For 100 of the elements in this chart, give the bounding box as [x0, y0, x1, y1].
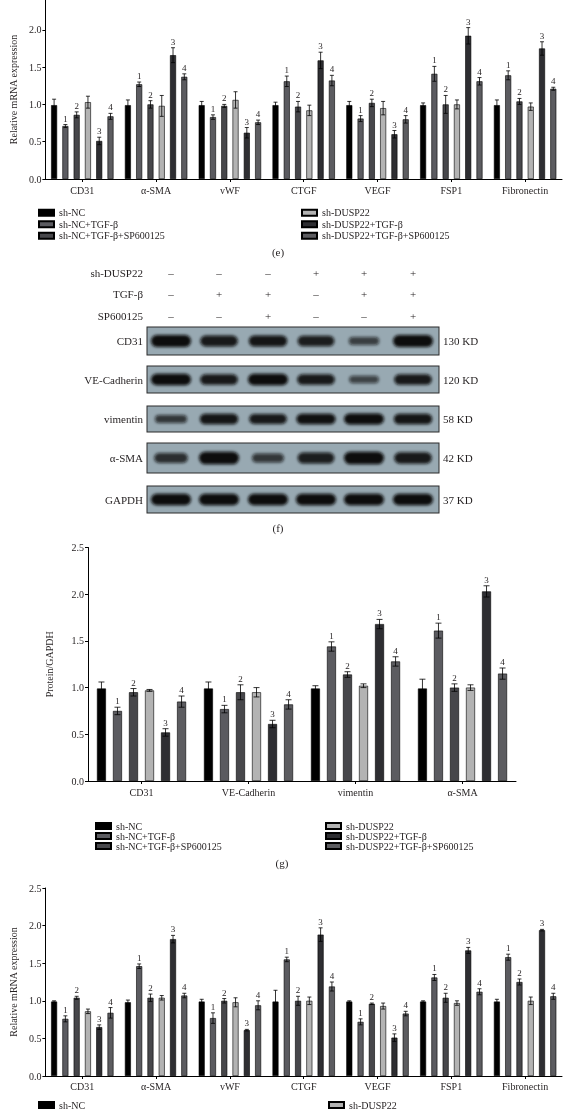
annotation: 2 — [345, 660, 350, 671]
category-label: 58 KD — [443, 413, 473, 425]
annotation: 3 — [465, 16, 471, 27]
text: + — [360, 288, 368, 300]
annotation: 1 — [505, 59, 511, 70]
legend-label: sh-NC+TGF-β — [59, 218, 119, 230]
x-tick-label: α-SMA — [140, 1080, 172, 1092]
annotation: 1 — [436, 612, 441, 623]
annotation: 3 — [170, 924, 176, 935]
annotation: 2 — [443, 84, 448, 95]
legend-label: sh-NC — [116, 820, 143, 832]
x-tick-label: α-SMA — [447, 786, 479, 798]
text: – — [216, 266, 222, 279]
annotation: 1 — [210, 1001, 216, 1012]
annotation: 4 — [255, 109, 261, 120]
annotation: 1 — [63, 113, 68, 124]
y-tick-label: 0.0 — [28, 173, 42, 185]
x-tick-label: CD31 — [70, 1080, 95, 1092]
x-tick-label: VEGF — [364, 184, 391, 196]
y-tick-label: 1.0 — [28, 995, 42, 1007]
annotation: 1 — [115, 696, 120, 707]
annotation: 4 — [329, 64, 335, 75]
text: + — [264, 288, 272, 300]
annotation: 3 — [539, 918, 545, 929]
annotation: 2 — [74, 985, 79, 996]
annotation: 3 — [392, 1022, 398, 1033]
category-label: CD31 — [116, 335, 143, 347]
annotation: 3 — [244, 116, 250, 127]
text: – — [168, 266, 174, 279]
text: (e) — [271, 246, 285, 259]
legend-label: sh-NC+TGF-β+SP600125 — [59, 230, 165, 242]
text: – — [216, 310, 222, 322]
annotation: 4 — [286, 688, 292, 699]
y-tick-label: 1.5 — [28, 957, 42, 969]
annotation: 3 — [170, 36, 176, 47]
annotation: 2 — [222, 987, 227, 998]
x-tick-label: VE-Cadherin — [221, 786, 276, 798]
annotation: 3 — [377, 608, 383, 619]
annotation: 3 — [484, 574, 490, 585]
annotation: 2 — [131, 677, 136, 688]
legend-label: sh-NC+TGF-β+SP600125 — [116, 840, 222, 852]
text: – — [313, 310, 319, 322]
x-tick-label: FSP1 — [440, 184, 463, 196]
annotation: 1 — [505, 943, 511, 954]
annotation: 3 — [96, 126, 102, 137]
legend-label: sh-DUSP22+TGF-β — [346, 830, 427, 842]
annotation: 4 — [108, 996, 114, 1007]
legend-label: sh-NC — [59, 1099, 86, 1109]
annotation: 2 — [295, 90, 301, 101]
annotation: 4 — [477, 66, 483, 77]
x-tick-label: CD31 — [129, 786, 154, 798]
annotation: 1 — [358, 104, 363, 115]
annotation: 3 — [465, 936, 471, 947]
annotation: 3 — [96, 1013, 102, 1024]
text: + — [312, 266, 320, 279]
text: – — [313, 288, 319, 300]
text: (g) — [275, 857, 289, 870]
annotation: 4 — [179, 685, 185, 696]
y-tick-label: 2.0 — [71, 588, 84, 600]
annotation: 2 — [148, 89, 153, 100]
text: + — [360, 266, 368, 279]
category-label: 130 KD — [443, 335, 479, 347]
category-label: 120 KD — [443, 373, 479, 386]
category-label: 37 KD — [443, 493, 473, 506]
y-tick-label: 0.5 — [28, 136, 42, 148]
text: – — [265, 266, 271, 279]
annotation: 4 — [551, 982, 557, 993]
annotation: 4 — [393, 645, 399, 656]
annotation: 1 — [432, 963, 437, 974]
text: + — [215, 288, 223, 300]
x-tick-label: vWF — [219, 184, 241, 196]
y-axis-title: Relative mRNA expression — [7, 34, 19, 145]
legend-label: sh-DUSP22 — [349, 1099, 397, 1109]
text: – — [168, 310, 174, 322]
annotation: 3 — [539, 30, 545, 41]
x-tick-label: CTGF — [290, 1080, 317, 1092]
y-tick-label: 2.0 — [28, 920, 42, 932]
category-label: 42 KD — [443, 452, 473, 464]
text: + — [264, 310, 272, 322]
annotation: 2 — [369, 992, 375, 1003]
y-tick-label: 0.0 — [71, 775, 84, 787]
annotation: 2 — [517, 87, 522, 98]
annotation: 2 — [222, 93, 227, 104]
annotation: 2 — [369, 88, 375, 99]
x-tick-label: vWF — [219, 1080, 241, 1092]
category-label: α-SMA — [109, 452, 143, 464]
x-tick-label: FSP1 — [440, 1080, 463, 1092]
annotation: 1 — [358, 1007, 363, 1018]
annotation: 1 — [284, 946, 290, 957]
legend-label: sh-DUSP22+TGF-β — [322, 218, 403, 230]
legend-label: sh-DUSP22+TGF-β+SP600125 — [322, 230, 450, 242]
legend-label: sh-NC — [59, 207, 86, 219]
x-tick-label: α-SMA — [140, 184, 172, 196]
legend-label: sh-NC+TGF-β — [116, 830, 176, 842]
annotation: 4 — [108, 102, 114, 113]
annotation: 2 — [238, 673, 243, 684]
y-tick-label: 2.0 — [28, 24, 42, 36]
text: (f) — [272, 522, 284, 535]
y-tick-label: 1.5 — [71, 635, 84, 647]
y-tick-label: 1.0 — [28, 98, 42, 110]
